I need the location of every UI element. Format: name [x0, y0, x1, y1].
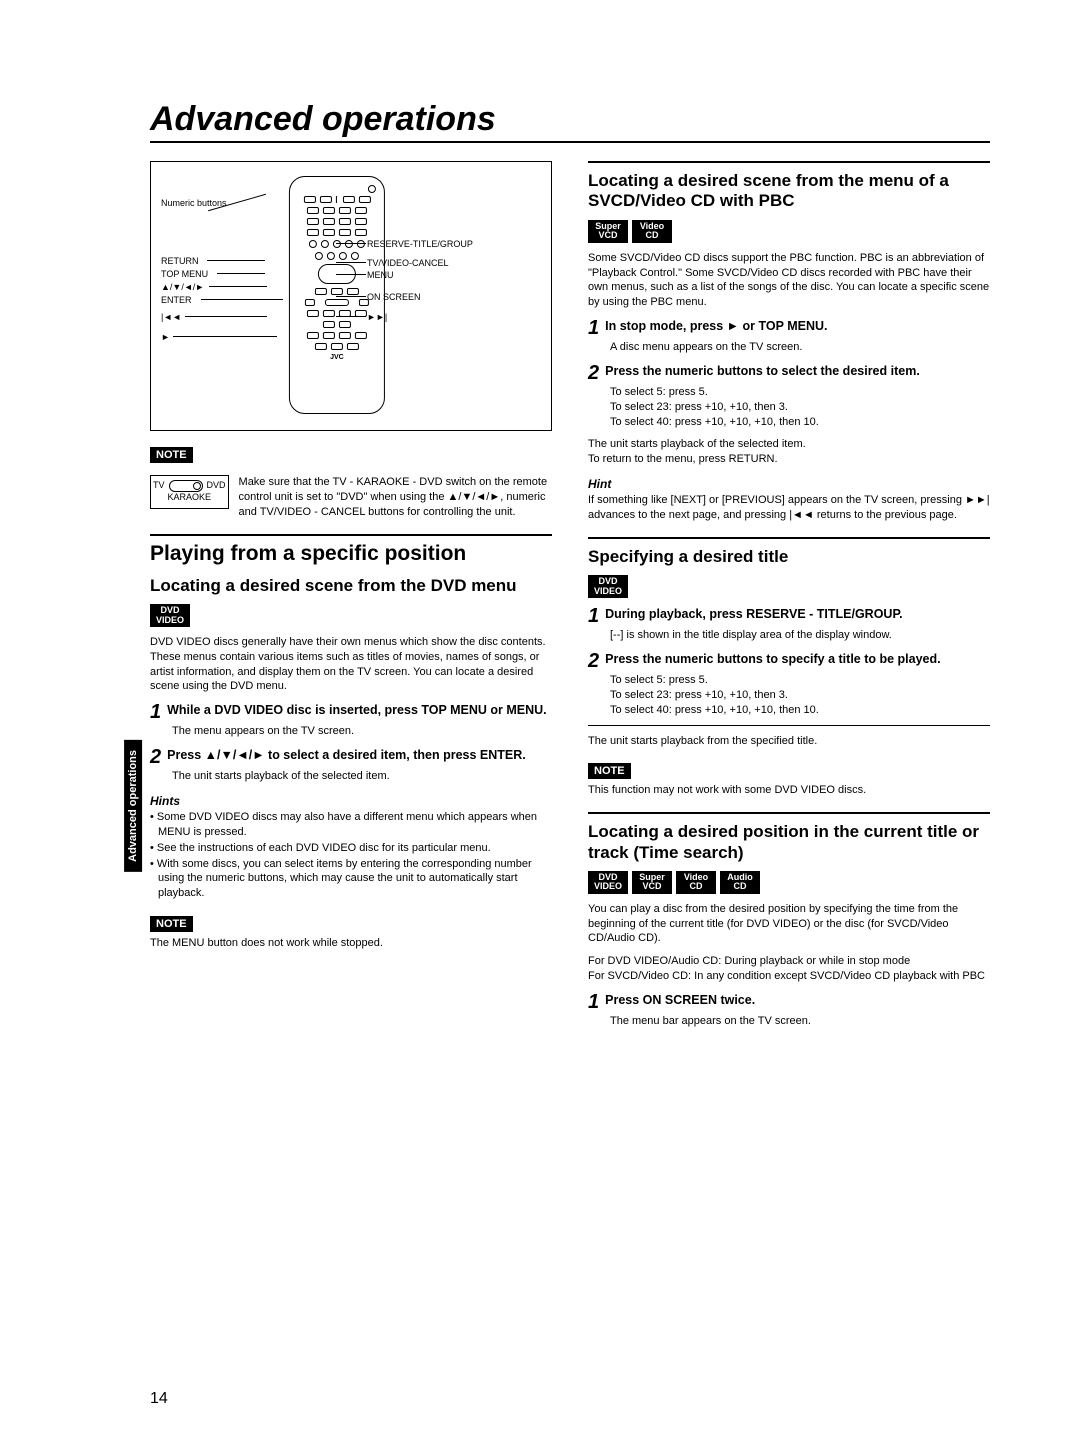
- switch-diagram: TV DVD KARAOKE: [150, 475, 229, 509]
- paragraph: DVD VIDEO discs generally have their own…: [150, 635, 552, 694]
- hints-heading: Hints: [150, 794, 552, 808]
- paragraph: You can play a disc from the desired pos…: [588, 902, 990, 947]
- step-sub: To select 23: press +10, +10, then 3.: [610, 400, 990, 415]
- step-number: 1: [150, 702, 161, 722]
- note-badge: NOTE: [588, 763, 631, 779]
- condition-text: For SVCD/Video CD: In any condition exce…: [588, 969, 990, 984]
- diagram-label: TV/VIDEO-CANCEL: [367, 258, 449, 268]
- content-columns: JVC Numeric buttons RETURN TOP MENU ▲/▼/…: [150, 161, 990, 1029]
- step-sub: A disc menu appears on the TV screen.: [610, 340, 990, 355]
- note-text: This function may not work with some DVD…: [588, 783, 990, 798]
- disc-badge: DVDVIDEO: [588, 575, 628, 598]
- side-tab: Advanced operations: [124, 740, 142, 872]
- disc-badge: AudioCD: [720, 871, 760, 894]
- step-sub: To select 5: press 5.: [610, 673, 990, 688]
- note-badge: NOTE: [150, 916, 193, 932]
- diagram-label: ►: [161, 332, 170, 342]
- note-text: The MENU button does not work while stop…: [150, 936, 552, 951]
- step-text: Press the numeric buttons to select the …: [605, 363, 920, 379]
- step-sub: The menu bar appears on the TV screen.: [610, 1014, 990, 1029]
- right-column: Locating a desired scene from the menu o…: [588, 161, 990, 1029]
- disc-badge: DVDVIDEO: [150, 604, 190, 627]
- step-number: 2: [588, 363, 599, 383]
- page-title: Advanced operations: [150, 100, 990, 143]
- step-text: While a DVD VIDEO disc is inserted, pres…: [167, 702, 547, 718]
- subsection-heading: Locating a desired scene from the menu o…: [588, 171, 990, 212]
- switch-label-tv: TV: [153, 480, 165, 492]
- step-number: 1: [588, 606, 599, 626]
- step-sub: To select 23: press +10, +10, then 3.: [610, 688, 990, 703]
- step-sub: The unit starts playback of the selected…: [172, 769, 552, 784]
- diagram-label: Numeric buttons: [161, 198, 227, 208]
- diagram-label: ON SCREEN: [367, 292, 421, 302]
- disc-badge: SuperVCD: [588, 220, 628, 243]
- step-text: Press ON SCREEN twice.: [605, 992, 755, 1008]
- switch-label-karaoke: KARAOKE: [153, 492, 226, 504]
- diagram-label: ▲/▼/◄/►: [161, 282, 204, 292]
- note-text: Make sure that the TV - KARAOKE - DVD sw…: [239, 475, 552, 520]
- hint-bullet: • With some discs, you can select items …: [150, 857, 552, 902]
- step-sub: To select 5: press 5.: [610, 385, 990, 400]
- diagram-label: TOP MENU: [161, 269, 208, 279]
- condition-text: For DVD VIDEO/Audio CD: During playback …: [588, 954, 990, 969]
- step-number: 1: [588, 992, 599, 1012]
- remote-diagram: JVC Numeric buttons RETURN TOP MENU ▲/▼/…: [150, 161, 552, 431]
- disc-badge: SuperVCD: [632, 871, 672, 894]
- switch-label-dvd: DVD: [207, 480, 226, 492]
- step-text: Press the numeric buttons to specify a t…: [605, 651, 941, 667]
- step-sub: [--] is shown in the title display area …: [610, 628, 990, 643]
- paragraph: Some SVCD/Video CD discs support the PBC…: [588, 251, 990, 310]
- step-number: 2: [150, 747, 161, 767]
- paragraph: The unit starts playback of the selected…: [588, 437, 990, 452]
- step-sub: The menu appears on the TV screen.: [172, 724, 552, 739]
- step-number: 2: [588, 651, 599, 671]
- hint-bullet: • See the instructions of each DVD VIDEO…: [150, 841, 552, 856]
- diagram-label: MENU: [367, 270, 394, 280]
- paragraph: To return to the menu, press RETURN.: [588, 452, 990, 467]
- step-text: Press ▲/▼/◄/► to select a desired item, …: [167, 747, 526, 763]
- diagram-label: |◄◄: [161, 312, 181, 322]
- subsection-heading: Locating a desired position in the curre…: [588, 822, 990, 863]
- disc-badge: VideoCD: [632, 220, 672, 243]
- section-heading: Playing from a specific position: [150, 542, 552, 566]
- diagram-label: ►►|: [367, 312, 387, 322]
- left-column: JVC Numeric buttons RETURN TOP MENU ▲/▼/…: [150, 161, 552, 1029]
- disc-badge: VideoCD: [676, 871, 716, 894]
- note-badge: NOTE: [150, 447, 193, 463]
- disc-badge: DVDVIDEO: [588, 871, 628, 894]
- step-sub: To select 40: press +10, +10, +10, then …: [610, 703, 990, 718]
- step-number: 1: [588, 318, 599, 338]
- diagram-label: RETURN: [161, 256, 199, 266]
- step-text: During playback, press RESERVE - TITLE/G…: [605, 606, 903, 622]
- step-sub: To select 40: press +10, +10, +10, then …: [610, 415, 990, 430]
- diagram-label: ENTER: [161, 295, 192, 305]
- hint-heading: Hint: [588, 477, 990, 491]
- diagram-label: RESERVE-TITLE/GROUP: [367, 239, 473, 249]
- page-number: 14: [150, 1390, 168, 1408]
- paragraph: The unit starts playback from the specif…: [588, 734, 990, 749]
- subsection-heading: Specifying a desired title: [588, 547, 990, 567]
- subsection-heading: Locating a desired scene from the DVD me…: [150, 576, 552, 596]
- hint-text: If something like [NEXT] or [PREVIOUS] a…: [588, 493, 990, 523]
- step-text: In stop mode, press ► or TOP MENU.: [605, 318, 827, 334]
- hint-bullet: • Some DVD VIDEO discs may also have a d…: [150, 810, 552, 840]
